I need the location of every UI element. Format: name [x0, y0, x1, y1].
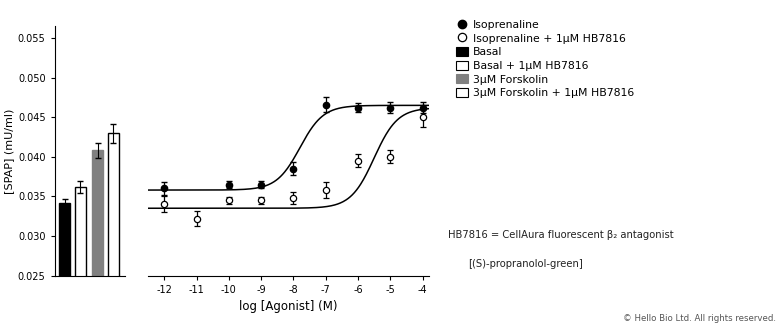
Bar: [59, 203, 70, 328]
Bar: [108, 133, 119, 328]
Text: [(S)-propranolol-green]: [(S)-propranolol-green]: [468, 259, 583, 269]
Legend: Isoprenaline, Isoprenaline + 1μM HB7816, Basal, Basal + 1μM HB7816, 3μM Forskoli: Isoprenaline, Isoprenaline + 1μM HB7816,…: [452, 15, 639, 103]
Bar: [92, 151, 103, 328]
Bar: [75, 187, 86, 328]
Text: HB7816 = CellAura fluorescent β₂ antagonist: HB7816 = CellAura fluorescent β₂ antagon…: [448, 230, 673, 239]
Text: © Hello Bio Ltd. All rights reserved.: © Hello Bio Ltd. All rights reserved.: [623, 314, 776, 323]
Y-axis label: [SPAP] (mU/ml): [SPAP] (mU/ml): [4, 108, 14, 194]
X-axis label: log [Agonist] (M): log [Agonist] (M): [239, 300, 338, 313]
